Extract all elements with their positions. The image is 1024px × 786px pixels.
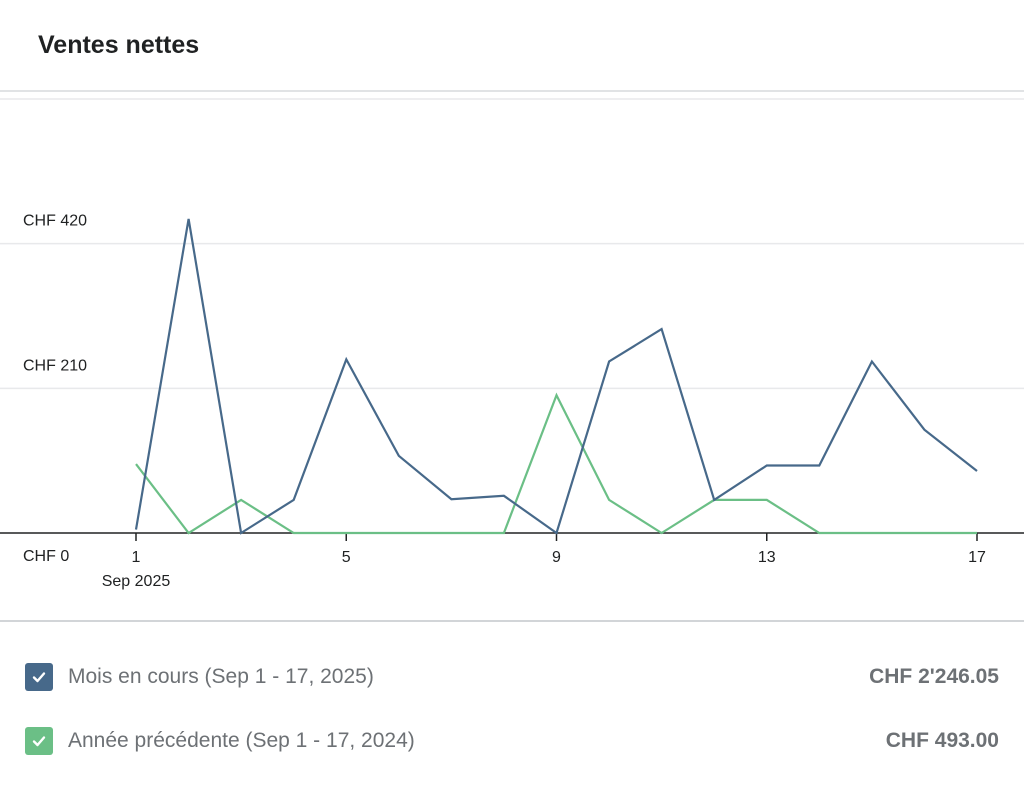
legend-label-previous: Année précédente (Sep 1 - 17, 2024) bbox=[68, 729, 415, 752]
checkmark-icon bbox=[32, 672, 46, 683]
x-tick-label-1: 1 bbox=[132, 549, 141, 566]
legend-total-current: CHF 2'246.05 bbox=[869, 665, 999, 688]
chart-legend: Mois en cours (Sep 1 - 17, 2025) CHF 2'2… bbox=[0, 620, 1024, 786]
x-tick-label-5: 5 bbox=[342, 549, 351, 566]
series-line-current bbox=[134, 218, 978, 535]
x-tick-sublabel: Sep 2025 bbox=[102, 573, 171, 590]
legend-item-current[interactable]: Mois en cours (Sep 1 - 17, 2025) CHF 2'2… bbox=[25, 662, 999, 692]
y-tick-label-420: CHF 420 bbox=[23, 213, 87, 230]
card-title: Ventes nettes bbox=[38, 30, 200, 59]
x-tick-label-13: 13 bbox=[758, 549, 776, 566]
legend-label-current: Mois en cours (Sep 1 - 17, 2025) bbox=[68, 665, 374, 688]
x-tick-label-9: 9 bbox=[552, 549, 561, 566]
checkmark-icon bbox=[32, 736, 46, 747]
y-tick-label-210: CHF 210 bbox=[23, 357, 87, 374]
x-tick-label-17: 17 bbox=[968, 549, 986, 566]
checkbox-previous[interactable] bbox=[25, 727, 53, 755]
series-line-previous bbox=[135, 392, 977, 535]
checkbox-current[interactable] bbox=[25, 663, 53, 691]
legend-item-previous[interactable]: Année précédente (Sep 1 - 17, 2024) CHF … bbox=[25, 726, 999, 756]
card-header: Ventes nettes bbox=[0, 0, 1024, 92]
legend-total-previous: CHF 493.00 bbox=[885, 729, 999, 752]
y-tick-label-0: CHF 0 bbox=[23, 548, 69, 565]
